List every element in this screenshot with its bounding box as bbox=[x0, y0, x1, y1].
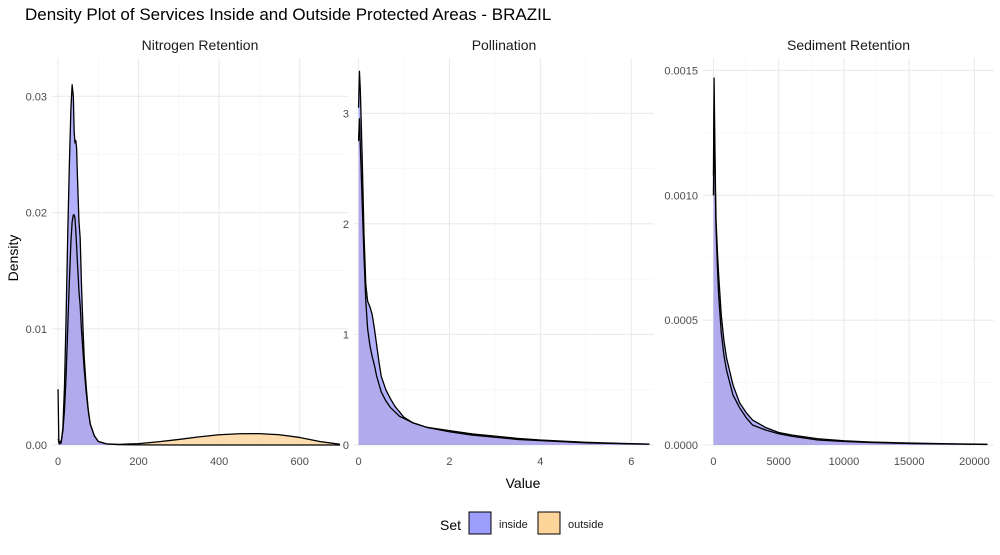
y-axis-label: Density bbox=[5, 235, 21, 282]
chart-title: Density Plot of Services Inside and Outs… bbox=[25, 5, 551, 24]
density-line-outside bbox=[57, 214, 341, 446]
legend-key-inside bbox=[468, 511, 492, 535]
x-tick-label: 0 bbox=[55, 456, 61, 468]
x-tick-label: 4 bbox=[537, 456, 543, 468]
y-tick-label: 0.00 bbox=[26, 440, 47, 452]
strip-title: Nitrogen Retention bbox=[142, 37, 259, 53]
density-area-inside bbox=[358, 71, 650, 446]
panel-1: Nitrogen Retention 0 200 400 600 0.00 0.01 0.02… bbox=[26, 37, 348, 468]
y-tick-label: 0.0010 bbox=[664, 190, 698, 202]
x-tick-label: 20000 bbox=[959, 456, 990, 468]
x-tick-label: 600 bbox=[290, 456, 308, 468]
legend-label-inside: inside bbox=[499, 519, 528, 531]
y-tick-label: 3 bbox=[343, 108, 349, 120]
x-tick-label: 15000 bbox=[894, 456, 925, 468]
y-tick-label: 2 bbox=[343, 219, 349, 231]
y-tick-label: 0.03 bbox=[26, 91, 47, 103]
density-area-outside bbox=[713, 107, 988, 445]
y-tick-label: 0.0015 bbox=[664, 65, 698, 77]
density-line-outside bbox=[712, 107, 988, 446]
density-line-inside bbox=[57, 84, 340, 446]
x-tick-label: 0 bbox=[355, 456, 361, 468]
density-area-inside bbox=[713, 77, 988, 445]
x-tick-label: 400 bbox=[210, 456, 228, 468]
x-tick-label: 200 bbox=[129, 456, 147, 468]
x-tick-label: 6 bbox=[628, 456, 634, 468]
strip-title: Sediment Retention bbox=[787, 37, 910, 53]
legend-label-outside: outside bbox=[568, 519, 603, 531]
density-line-inside bbox=[357, 70, 650, 445]
y-tick-label: 1 bbox=[343, 329, 349, 341]
x-tick-label: 5000 bbox=[766, 456, 790, 468]
x-tick-label: 2 bbox=[446, 456, 452, 468]
legend-title: Set bbox=[440, 517, 461, 533]
y-tick-label: 0.02 bbox=[26, 208, 47, 220]
x-tick-label: 10000 bbox=[829, 456, 860, 468]
density-area-outside bbox=[58, 214, 340, 445]
x-axis-label: Value bbox=[506, 475, 541, 491]
panel-2: Pollination 0 2 4 6 0 1 2 3 bbox=[343, 37, 654, 468]
density-line-outside bbox=[357, 118, 650, 445]
panel-3: Sediment Retention 0 5000 10000 15000 20000 0.… bbox=[664, 37, 994, 468]
strip-title: Pollination bbox=[472, 37, 537, 53]
y-tick-label: 0.01 bbox=[26, 324, 47, 336]
legend: Set inside outside bbox=[440, 511, 603, 535]
y-tick-label: 0 bbox=[343, 440, 349, 452]
density-area-outside bbox=[358, 118, 650, 445]
y-tick-label: 0.0000 bbox=[664, 440, 698, 452]
y-tick-label: 0.0005 bbox=[664, 315, 698, 327]
x-tick-label: 0 bbox=[710, 456, 716, 468]
legend-key-outside bbox=[537, 511, 561, 535]
density-line-inside bbox=[712, 77, 988, 445]
density-area-inside bbox=[58, 84, 340, 445]
